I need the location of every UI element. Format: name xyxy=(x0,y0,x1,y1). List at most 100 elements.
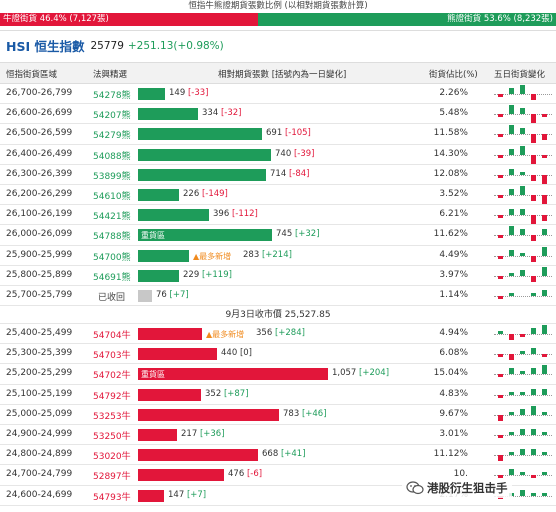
sparkline-bar xyxy=(498,255,503,259)
warrant-code-link[interactable]: 53020牛 xyxy=(93,452,131,463)
warrant-code-link[interactable]: 53250牛 xyxy=(93,432,131,442)
amount-value: 740 xyxy=(275,148,292,159)
sparkline-bar xyxy=(509,272,514,276)
sparkline-bar xyxy=(509,209,514,216)
volume-amount: 691 [-105] xyxy=(266,128,311,138)
warrant-code-link[interactable]: 54792牛 xyxy=(93,391,131,402)
sparkline-bar xyxy=(520,334,525,338)
volume-bar xyxy=(138,108,198,121)
volume-amount: 229 [+119] xyxy=(183,270,232,280)
table-row[interactable]: 26,600-26,699 54207熊 334 [-32] 5.48% xyxy=(0,104,556,125)
warrant-code-link[interactable]: 54691熊 xyxy=(93,272,131,283)
share-percent: 11.12% xyxy=(433,449,468,460)
table-row[interactable]: 24,900-24,999 53250牛 217 [+36] 3.01% xyxy=(0,425,556,446)
sparkline-bar xyxy=(498,235,503,239)
amount-value: 356 xyxy=(256,328,273,339)
sparkline-bar xyxy=(509,168,514,175)
range-label: 26,500-26,599 xyxy=(6,128,73,139)
wechat-icon xyxy=(406,481,424,495)
range-label: 25,300-25,399 xyxy=(6,348,73,359)
table-row[interactable]: 25,300-25,399 54703牛 440 [0] 6.08% xyxy=(0,344,556,365)
range-label: 24,800-24,899 xyxy=(6,449,73,460)
sparkline-bar xyxy=(509,188,514,195)
five-day-sparkline xyxy=(494,365,552,383)
five-day-sparkline xyxy=(494,426,552,444)
sparkline-bar xyxy=(498,475,503,479)
range-label: 26,600-26,699 xyxy=(6,108,73,119)
table-row[interactable]: 25,900-25,999 54700熊 ▲最多新增 283 [+214] 4.49% xyxy=(0,246,556,266)
warrant-code-link[interactable]: 54279熊 xyxy=(93,131,131,142)
volume-bar xyxy=(138,368,328,381)
share-percent: 14.30% xyxy=(433,148,468,159)
table-row[interactable]: 25,000-25,099 53253牛 783 [+46] 9.67% xyxy=(0,405,556,425)
sparkline-baseline xyxy=(494,414,552,416)
col-spark: 五日街貨變化 xyxy=(494,70,546,80)
table-row[interactable]: 26,200-26,299 54610熊 226 [-149] 3.52% xyxy=(0,185,556,206)
amount-value: 217 xyxy=(181,429,198,439)
ratio-title: 恒指牛熊證期貨張數比例 (以相對期貨張數計算) xyxy=(188,1,368,11)
sparkline-bar xyxy=(509,249,514,256)
sparkline-baseline xyxy=(494,495,552,497)
warrant-table: 26,700-26,799 54278熊 149 [-33] 2.26% 26,600-… xyxy=(0,84,556,506)
daily-change: [+284] xyxy=(274,328,305,339)
table-row[interactable]: 26,500-26,599 54279熊 691 [-105] 11.58% xyxy=(0,124,556,145)
five-day-sparkline xyxy=(494,185,552,204)
volume-amount: 440 [0] xyxy=(221,348,252,358)
sparkline-bar xyxy=(542,134,547,141)
sparkline-bar xyxy=(509,334,514,341)
volume-bar xyxy=(138,229,272,242)
warrant-code-link[interactable]: 52897牛 xyxy=(93,472,131,483)
warrant-code-link[interactable]: 53899熊 xyxy=(93,171,131,182)
sparkline-bar xyxy=(498,94,503,97)
share-percent: 2.26% xyxy=(439,88,468,98)
warrant-code-link[interactable]: 53253牛 xyxy=(93,411,131,422)
table-row[interactable]: 26,700-26,799 54278熊 149 [-33] 2.26% xyxy=(0,84,556,105)
table-row[interactable]: 26,000-26,099 54788熊 重貨區 745 [+32] 11.62% xyxy=(0,225,556,246)
sparkline-bar xyxy=(509,452,514,456)
warrant-code-link[interactable]: 54088熊 xyxy=(93,151,131,162)
table-row[interactable]: 25,700-25,799 已收回 76 [+7] 1.14% xyxy=(0,286,556,307)
volume-amount: 147 [+7] xyxy=(168,490,206,500)
warrant-code-link[interactable]: 54421熊 xyxy=(93,212,131,223)
share-percent: 6.21% xyxy=(439,209,468,220)
warrant-code-link[interactable]: 54700熊 xyxy=(93,252,131,263)
table-row[interactable]: 25,200-25,299 54702牛 重貨區 1,057 [+204] 15.04% xyxy=(0,364,556,385)
volume-amount: 783 [+46] xyxy=(283,409,327,419)
warrant-code-link[interactable]: 54207熊 xyxy=(93,111,131,122)
table-row[interactable]: 25,800-25,899 54691熊 229 [+119] 3.97% xyxy=(0,266,556,286)
index-change: +251.13(+0.98%) xyxy=(127,39,224,52)
index-name[interactable]: HSI 恒生指數 xyxy=(6,39,85,54)
volume-amount: 668 [+41] xyxy=(262,449,306,459)
range-label: 26,300-26,399 xyxy=(6,168,73,179)
warrant-code-link[interactable]: 54278熊 xyxy=(93,91,131,101)
sparkline-baseline xyxy=(494,354,552,356)
volume-bar xyxy=(138,449,258,462)
table-row[interactable]: 26,100-26,199 54421熊 396 [-112] 6.21% xyxy=(0,205,556,226)
table-row[interactable]: 25,400-25,499 54704牛 ▲最多新增 356 [+284] 4.94% xyxy=(0,324,556,345)
range-label: 26,400-26,499 xyxy=(6,148,73,159)
table-row[interactable]: 24,700-24,799 52897牛 476 [-6] 10. xyxy=(0,465,556,486)
watermark-text: 港股衍生狙击手 xyxy=(427,481,508,495)
daily-change: [+7] xyxy=(186,489,207,500)
volume-amount: 745 [+32] xyxy=(276,229,320,239)
warrant-code-link[interactable]: 54793牛 xyxy=(93,492,131,503)
warrant-code-link[interactable]: 54788熊 xyxy=(93,232,131,243)
amount-value: 147 xyxy=(168,489,185,500)
warrant-code-link[interactable]: 54610熊 xyxy=(93,191,131,202)
sparkline-bar xyxy=(520,171,525,175)
five-day-sparkline xyxy=(494,446,552,464)
volume-bar xyxy=(138,469,224,482)
table-row[interactable]: 26,300-26,399 53899熊 714 [-84] 12.08% xyxy=(0,165,556,185)
warrant-code-link[interactable]: 54702牛 xyxy=(93,371,131,382)
table-row[interactable]: 26,400-26,499 54088熊 740 [-39] 14.30% xyxy=(0,145,556,165)
table-row[interactable]: 25,100-25,199 54792牛 352 [+87] 4.83% xyxy=(0,385,556,405)
most-added-tag: ▲最多新增 xyxy=(193,251,232,261)
warrant-code-link[interactable]: 54703牛 xyxy=(93,351,131,362)
table-row[interactable]: 24,800-24,899 53020牛 668 [+41] 11.12% xyxy=(0,445,556,466)
sparkline-bar xyxy=(542,325,547,335)
warrant-code-link[interactable]: 54704牛 xyxy=(93,331,131,342)
daily-change: [+36] xyxy=(199,429,225,439)
range-label: 26,100-26,199 xyxy=(6,209,73,220)
range-label: 25,100-25,199 xyxy=(6,388,73,399)
sparkline-bar xyxy=(520,391,525,395)
